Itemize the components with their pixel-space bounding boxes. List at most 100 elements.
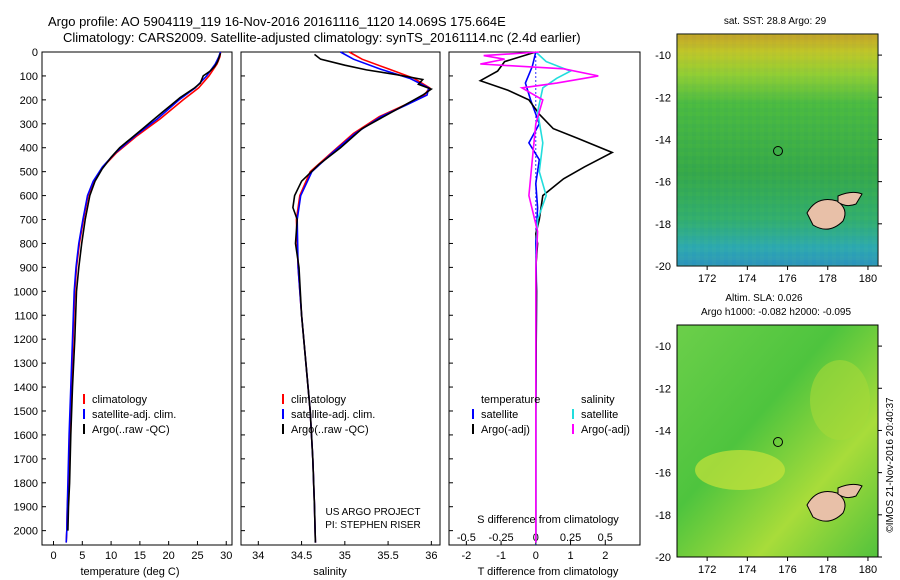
sla-ytick-label-4: -18 (655, 510, 671, 522)
temperature-xtick-label-1: 5 (79, 550, 85, 562)
salinity-series-1 (296, 51, 430, 543)
difference-xtick-label-1: -1 (496, 550, 506, 562)
salinity-xtick-label-4: 36 (425, 550, 437, 562)
depth-label-5: 500 (20, 167, 38, 179)
difference-xlabel: T difference from climatology (478, 566, 619, 578)
temperature-xtick-label-3: 15 (134, 550, 146, 562)
difference-frame (448, 51, 641, 546)
depth-label-10: 1000 (14, 286, 38, 298)
sla-title2: Argo h1000: -0.082 h2000: -0.095 (701, 307, 852, 318)
sst-ytick-label-0: -10 (655, 50, 671, 62)
difference-xlabel-top: S difference from climatology (477, 514, 619, 526)
sla-map (676, 324, 879, 558)
difference-xtick-label-3: 1 (567, 550, 573, 562)
sla-xtick-label-0: 172 (698, 564, 716, 576)
salinity-diff-tick-1: -0.25 (489, 532, 514, 544)
sla-xtick-label-2: 176 (778, 564, 796, 576)
depth-label-4: 400 (20, 143, 38, 155)
salinity-xtick-label-2: 35 (339, 550, 351, 562)
sla-xtick-label-1: 174 (738, 564, 756, 576)
depth-label-7: 700 (20, 215, 38, 227)
sst-ytick-label-1: -12 (655, 92, 671, 104)
salinity-panel: 34 34.5 35 35.5 36 climatology satellite-adj. … (240, 51, 441, 562)
temperature-xtick-label-5: 25 (191, 550, 203, 562)
sst-ytick-label-5: -20 (655, 261, 671, 273)
depth-label-17: 1700 (14, 454, 38, 466)
diff-legend-t-0: temperature (481, 394, 540, 406)
credit-text: ©IMOS 21-Nov-2016 20:40:37 (885, 397, 896, 533)
temperature-series-2 (67, 52, 222, 531)
difference-xtick-label-4: 2 (602, 550, 608, 562)
depth-label-18: 1800 (14, 478, 38, 490)
salinity-xtick-label-0: 34 (252, 550, 264, 562)
sla-ytick-label-5: -20 (655, 552, 671, 564)
difference-series-1 (478, 51, 615, 543)
difference-series-3 (480, 51, 599, 543)
depth-label-13: 1300 (14, 358, 38, 370)
temperature-series-1 (65, 51, 222, 543)
salinity-series-2 (292, 53, 434, 543)
salinity-frame (240, 51, 441, 546)
sla-ytick-label-2: -14 (655, 425, 671, 437)
depth-label-6: 600 (20, 191, 38, 203)
salinity-xtick-label-1: 34.5 (291, 550, 312, 562)
temperature-xlabel: temperature (deg C) (80, 566, 179, 578)
depth-label-2: 200 (20, 95, 38, 107)
sla-xtick-label-4: 180 (859, 564, 877, 576)
salinity-series-0 (295, 51, 431, 543)
salinity-diff-tick-4: 0.5 (598, 532, 613, 544)
depth-label-20: 2000 (14, 526, 38, 538)
depth-label-9: 900 (20, 262, 38, 274)
salinity-legend-0: climatology (291, 394, 347, 406)
temperature-legend-1: satellite-adj. clim. (92, 409, 176, 421)
depth-label-11: 1100 (14, 310, 38, 322)
pi-annotation: PI: STEPHEN RISER (325, 520, 421, 531)
salinity-xlabel: salinity (313, 566, 347, 578)
depth-label-15: 1500 (14, 406, 38, 418)
sla-ytick-label-0: -10 (655, 341, 671, 353)
salinity-diff-tick-0: -0.5 (457, 532, 476, 544)
temperature-frame (41, 51, 233, 546)
salinity-legend-2: Argo(..raw -QC) (291, 424, 369, 436)
project-annotation: US ARGO PROJECT (325, 507, 420, 518)
sst-xtick-label-3: 178 (819, 273, 837, 285)
salinity-diff-tick-3: 0.25 (560, 532, 581, 544)
salinity-legend-1: satellite-adj. clim. (291, 409, 375, 421)
title-line2: Climatology: CARS2009. Satellite-adjuste… (63, 30, 581, 45)
sst-xtick-label-1: 174 (738, 273, 756, 285)
sla-argo-marker (773, 437, 783, 447)
sla-xtick-label-3: 178 (819, 564, 837, 576)
temperature-xtick-label-2: 10 (105, 550, 117, 562)
temperature-series-0 (65, 51, 222, 543)
temperature-panel: 0 5 10 15 20 25 300100200300400500600700800900… (14, 47, 233, 562)
depth-label-14: 1400 (14, 382, 38, 394)
difference-xtick-label-0: -2 (461, 550, 471, 562)
map-ticks: -10 -12 -14 -16 -18 -20 172 174 176 178 180 -10 -12 -… (655, 50, 882, 576)
sst-argo-marker (773, 146, 783, 156)
sla-ytick-label-1: -12 (655, 383, 671, 395)
depth-label-1: 100 (20, 71, 38, 83)
temperature-xtick-label-6: 30 (220, 550, 232, 562)
difference-panel: -2 -1 0 1 2-0.5 -0.25 0 0.25 0.5temperaturesatel… (448, 51, 641, 562)
difference-xtick-label-2: 0 (533, 550, 539, 562)
sst-map-title: sat. SST: 28.8 Argo: 29 (724, 16, 827, 27)
sla-ytick-label-3: -16 (655, 468, 671, 480)
sst-ytick-label-2: -14 (655, 134, 671, 146)
title-line1: Argo profile: AO 5904119_119 16-Nov-2016… (48, 14, 506, 29)
temperature-xtick-label-0: 0 (50, 550, 56, 562)
diff-legend-t-2: Argo(-adj) (481, 424, 530, 436)
salinity-xtick-label-3: 35.5 (377, 550, 398, 562)
diff-legend-t-1: satellite (481, 409, 518, 421)
sst-ytick-label-3: -16 (655, 177, 671, 189)
diff-legend-s-2: Argo(-adj) (581, 424, 630, 436)
diff-legend-s-1: satellite (581, 409, 618, 421)
sst-xtick-label-4: 180 (859, 273, 877, 285)
temperature-legend-0: climatology (92, 394, 148, 406)
depth-label-19: 1900 (14, 502, 38, 514)
depth-label-16: 1600 (14, 430, 38, 442)
temperature-xtick-label-4: 20 (163, 550, 175, 562)
depth-label-3: 300 (20, 119, 38, 131)
sst-ytick-label-4: -18 (655, 219, 671, 231)
sla-title1: Altim. SLA: 0.026 (725, 293, 803, 304)
